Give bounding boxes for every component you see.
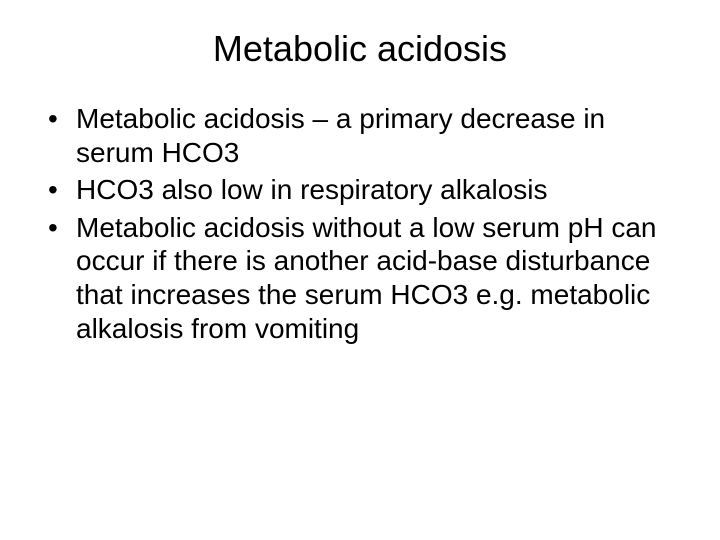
bullet-item: Metabolic acidosis – a primary decrease … — [36, 102, 684, 169]
slide-title: Metabolic acidosis — [36, 28, 684, 70]
slide: Metabolic acidosis Metabolic acidosis – … — [0, 0, 720, 540]
bullet-list: Metabolic acidosis – a primary decrease … — [36, 102, 684, 345]
bullet-item: HCO3 also low in respiratory alkalosis — [36, 173, 684, 207]
bullet-item: Metabolic acidosis without a low serum p… — [36, 211, 684, 345]
